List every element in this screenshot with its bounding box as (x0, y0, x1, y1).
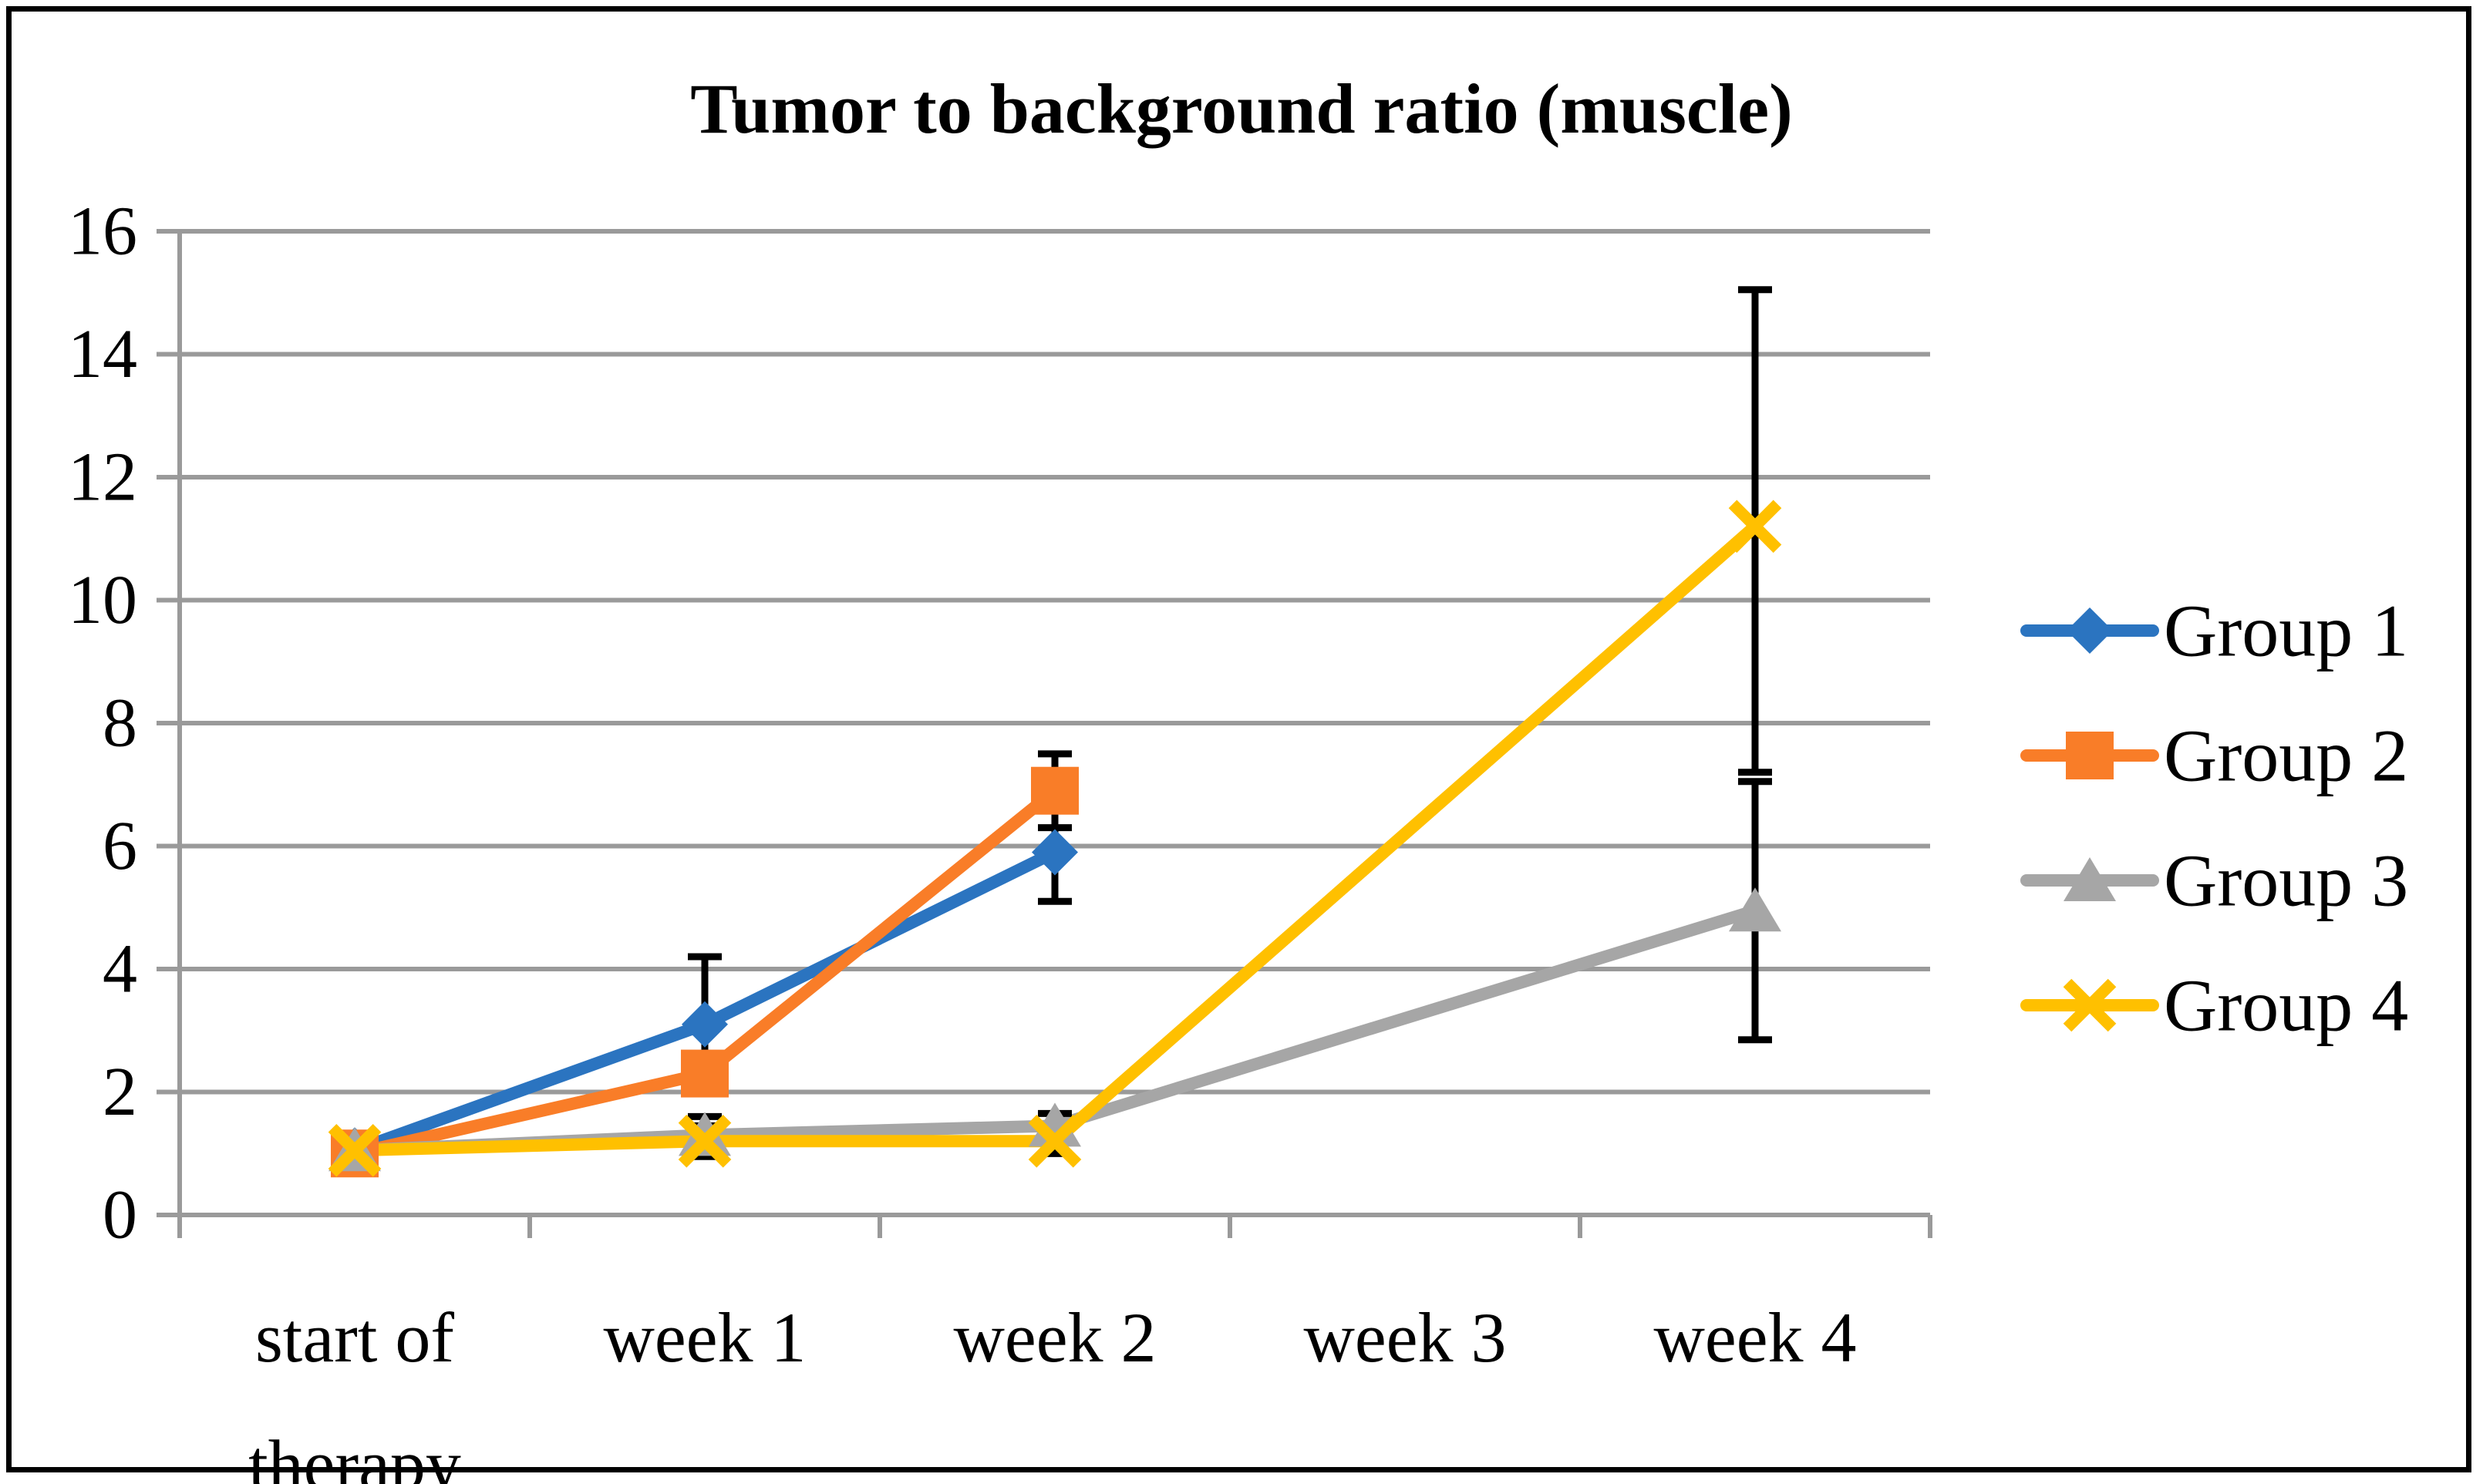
legend: Group 1 Group 2 Group 3 Group 4 (2020, 590, 2408, 1047)
x-marker-group4-0 (328, 1123, 382, 1177)
grid-layer: 0 2 4 6 8 10 12 14 16 (68, 193, 1932, 1253)
markers-layer (328, 500, 1782, 1178)
y-tick-label: 2 (103, 1054, 137, 1130)
diamond-marker-legend-0 (2067, 607, 2113, 654)
x-category-label: week 3 (1303, 1298, 1506, 1377)
legend-item-group3: Group 3 (2020, 840, 2408, 922)
y-tick-label: 12 (68, 439, 137, 516)
square-marker-group2-1 (681, 1049, 729, 1098)
y-tick-label: 4 (103, 931, 137, 1008)
y-tick-label: 14 (68, 316, 137, 392)
y-tick-label: 16 (68, 193, 137, 270)
triangle-marker-group3-4 (1729, 887, 1781, 932)
x-axis-labels: start of therapy week 1 week 2 week 3 week 4 (248, 1298, 1856, 1484)
series-line-group4 (349, 520, 1761, 1157)
x-marker-group4-2 (1028, 1114, 1082, 1168)
diamond-marker-group1-2 (1032, 829, 1078, 876)
y-tick-label: 8 (103, 685, 137, 762)
square-marker-legend-1 (2066, 732, 2114, 779)
x-marker-group4-4 (1728, 500, 1782, 554)
y-tick-label: 0 (103, 1177, 137, 1253)
square-marker-group2-2 (1031, 766, 1079, 815)
x-marker-stroke (1028, 1114, 1082, 1168)
x-marker-group4-1 (678, 1114, 732, 1168)
legend-label: Group 3 (2164, 840, 2408, 922)
legend-item-group4: Group 4 (2020, 964, 2408, 1047)
x-marker-stroke (678, 1114, 732, 1168)
x-marker-stroke (328, 1123, 382, 1177)
legend-label: Group 2 (2164, 715, 2408, 797)
y-tick-label: 10 (68, 562, 137, 638)
x-marker-stroke (2063, 978, 2117, 1032)
x-category-label: start of therapy (248, 1298, 461, 1484)
x-category-label: week 4 (1653, 1298, 1856, 1377)
x-category-label: week 1 (603, 1298, 806, 1377)
x-marker-legend-3 (2063, 978, 2117, 1032)
legend-label: Group 1 (2164, 590, 2408, 672)
triangle-marker-legend-2 (2064, 857, 2116, 901)
diamond-marker-group1-1 (682, 1001, 728, 1048)
legend-label: Group 4 (2164, 964, 2408, 1047)
legend-item-group1: Group 1 (2020, 590, 2408, 672)
x-marker-stroke (1728, 500, 1782, 554)
y-tick-label: 6 (103, 808, 137, 884)
chart-title: Tumor to background ratio (muscle) (690, 69, 1793, 148)
x-category-label: week 2 (953, 1298, 1156, 1377)
legend-item-group2: Group 2 (2020, 715, 2408, 797)
